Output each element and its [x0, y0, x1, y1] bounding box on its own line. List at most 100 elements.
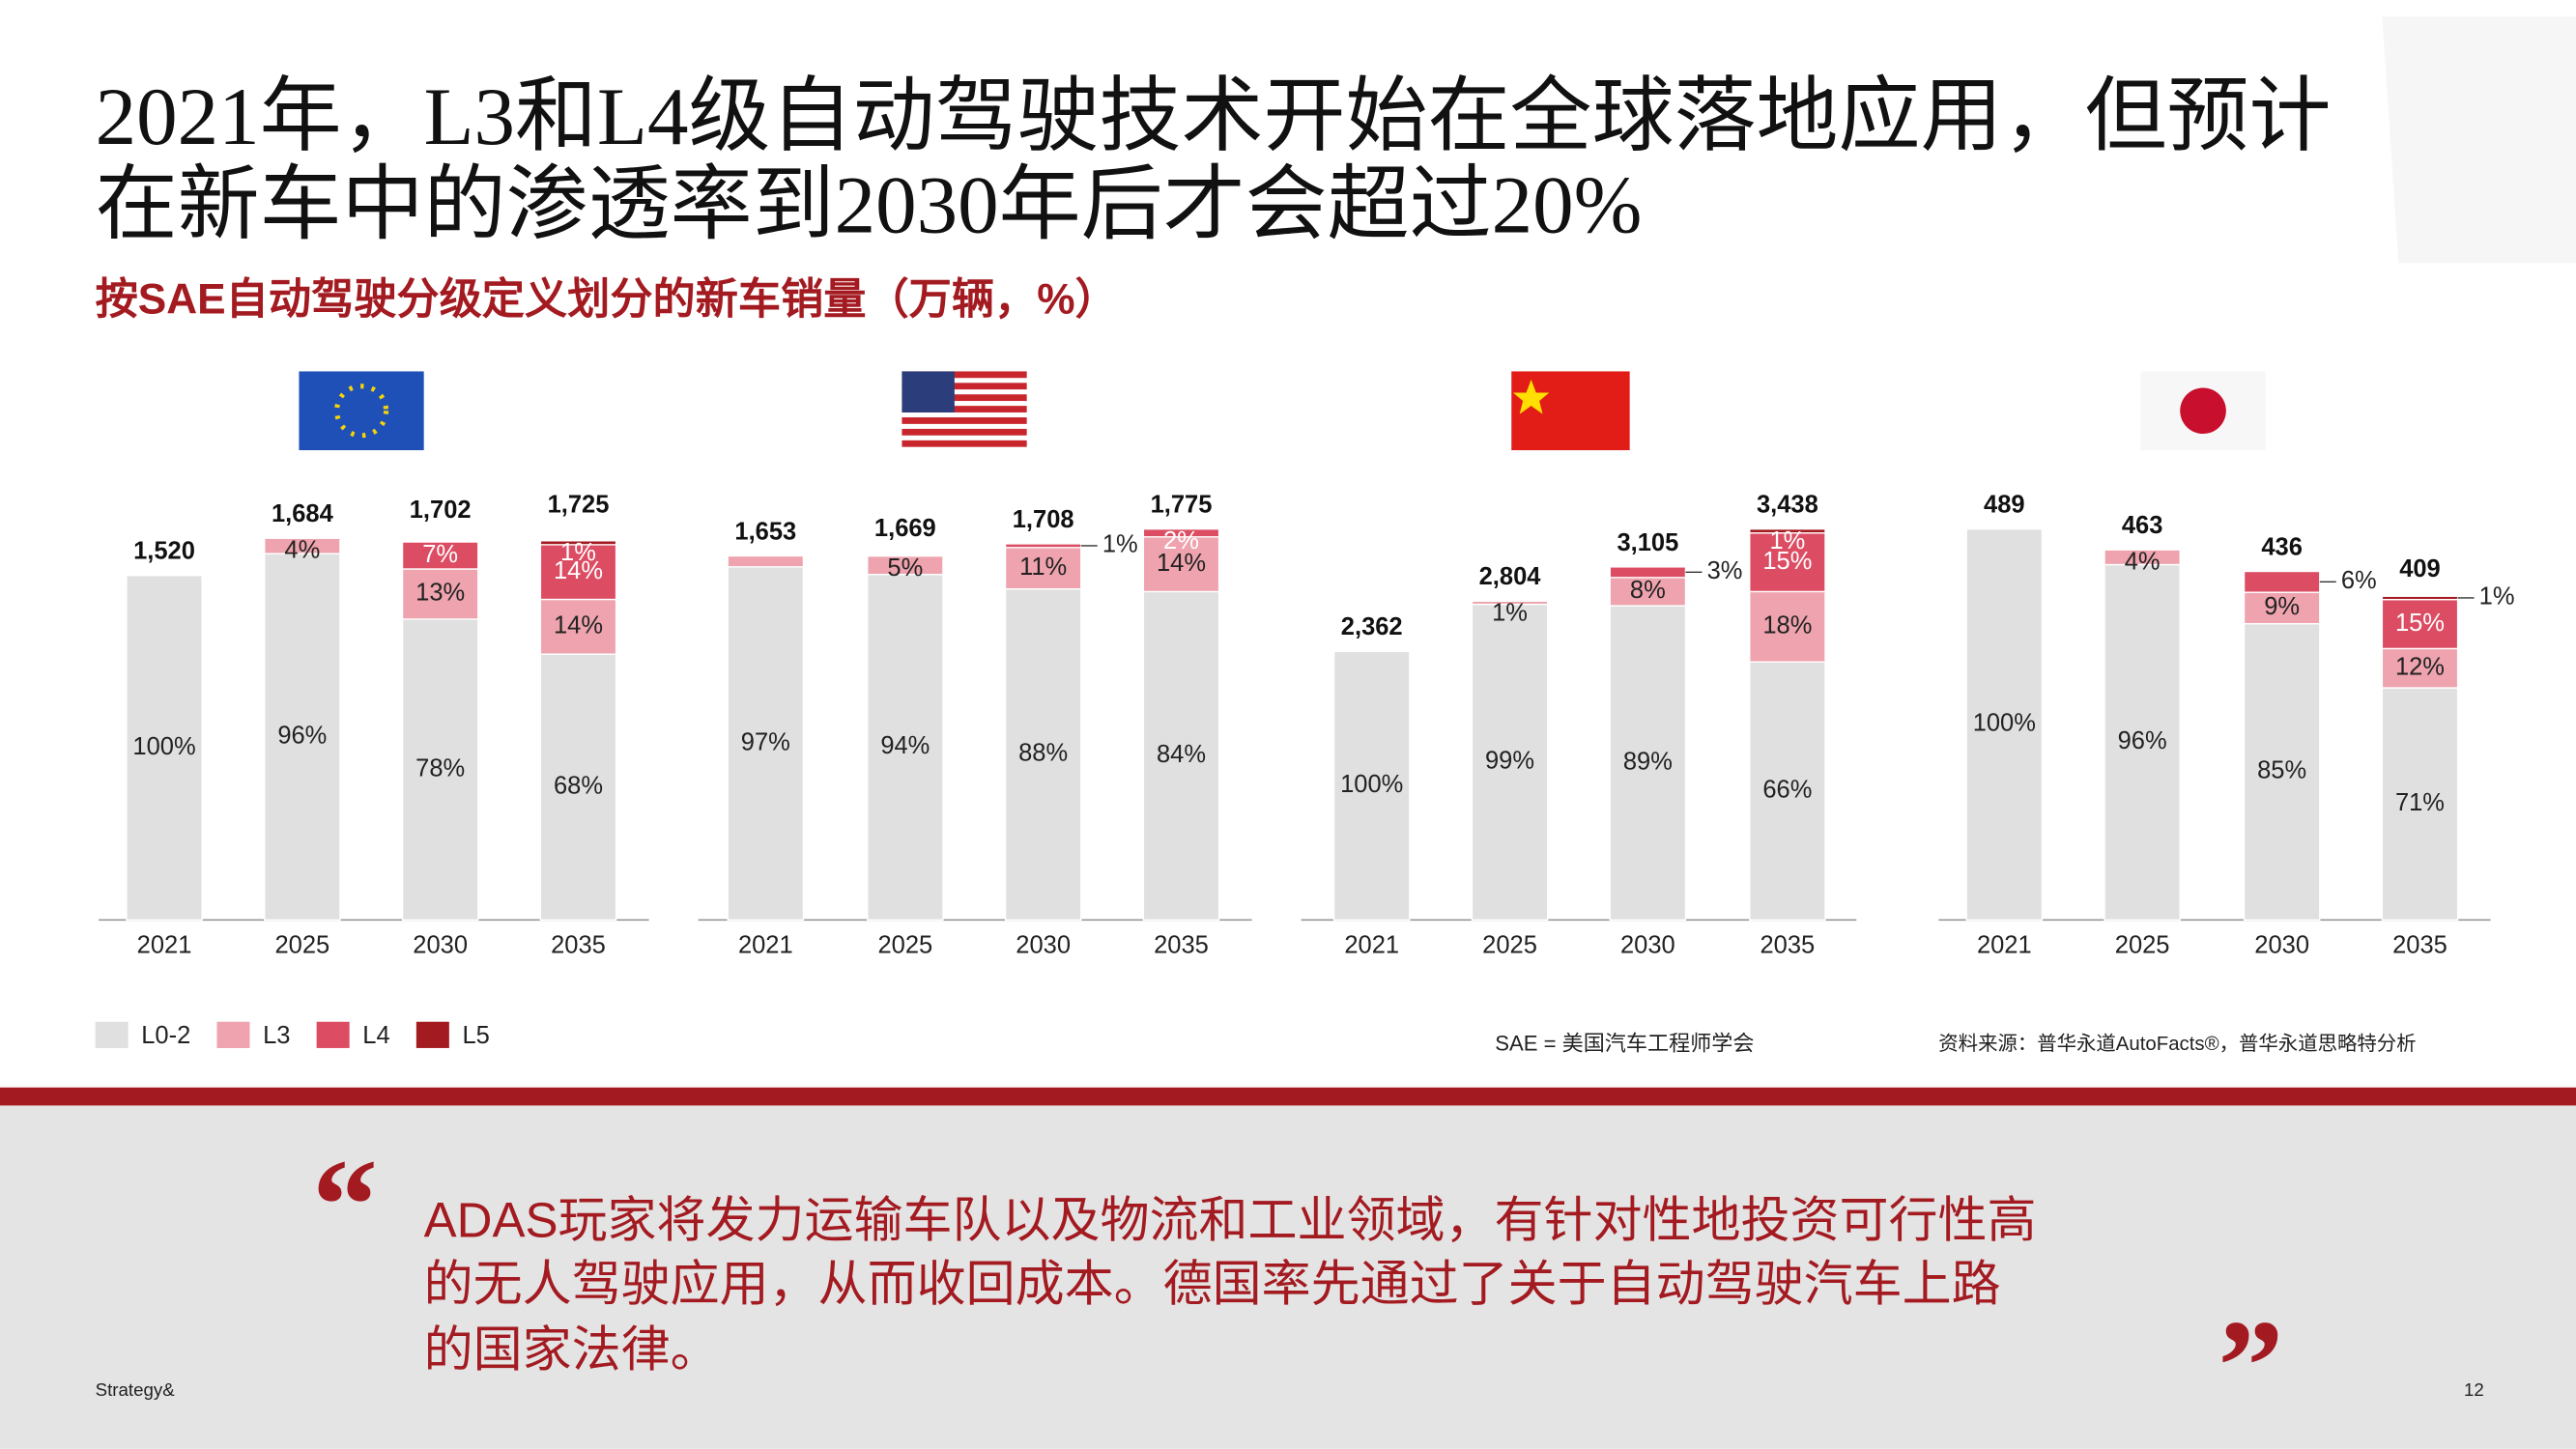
x-tick-label: 2030 [1620, 931, 1675, 958]
segment-label: 18% [1762, 612, 1812, 639]
total-label: 1,725 [548, 492, 610, 519]
bar-segment [1004, 543, 1082, 549]
car-icon [2382, 16, 2576, 264]
segment-label: 100% [132, 733, 195, 760]
bar-segment [2104, 549, 2181, 566]
segment-label: 84% [1157, 741, 1206, 768]
bar-segment [2104, 563, 2181, 922]
segment-label: 9% [2264, 593, 2300, 620]
segment-label: 4% [2125, 549, 2161, 576]
footer: Strategy& [96, 1379, 176, 1400]
x-tick-label: 2030 [2254, 931, 2309, 958]
flag-china [1511, 371, 1630, 451]
segment-label: 96% [277, 722, 327, 749]
source: 资料来源：普华永道AutoFacts®，普华永道思略特分析 [1938, 1033, 2416, 1055]
legend-swatch [316, 1021, 350, 1048]
segment-label: 100% [1340, 771, 1403, 798]
total-label: 1,520 [133, 538, 195, 565]
x-tick-label: 2030 [413, 931, 468, 958]
segment-label: 12% [2395, 653, 2445, 680]
bar-segment [1749, 527, 1826, 534]
x-tick-label: 2025 [274, 931, 329, 958]
bar-segment [1142, 527, 1220, 538]
bar-segment [1471, 600, 1549, 606]
bar-segment [727, 554, 805, 568]
note: SAE = 美国汽车工程师学会 [1495, 1031, 1754, 1055]
bar-segment [1749, 590, 1826, 663]
bar-segment [867, 573, 944, 922]
bar-segment [867, 554, 944, 576]
total-label: 1,669 [874, 515, 936, 542]
segment-label: 14% [1157, 550, 1206, 577]
quote-line: 的国家法律。 [424, 1322, 720, 1378]
total-label: 463 [2122, 512, 2163, 539]
bar-segment [539, 653, 617, 922]
legend-swatch [415, 1021, 449, 1048]
bar-segment [1332, 650, 1411, 922]
bar-segment [1142, 590, 1220, 922]
x-tick-label: 2021 [738, 931, 793, 958]
segment-label: 8% [1630, 577, 1666, 604]
bar-segment [539, 544, 617, 601]
segment-label: 88% [1018, 740, 1068, 767]
bar-segment [539, 540, 617, 546]
quote-line: 的无人驾驶应用，从而收回成本。德国率先通过了关于自动驾驶汽车上路 [424, 1257, 2001, 1312]
bar-segment [401, 618, 479, 922]
bar-segment [1609, 577, 1687, 607]
segment-label: 7% [422, 541, 458, 568]
bar-segment [2243, 570, 2321, 593]
bar-segment [264, 537, 341, 554]
segment-label: 96% [2118, 727, 2167, 754]
segment-label: 66% [1762, 777, 1812, 804]
segment-label: 4% [284, 537, 320, 564]
segment-label: 99% [1485, 748, 1534, 775]
total-label: 1,684 [272, 500, 334, 527]
legend-label: L3 [263, 1022, 290, 1049]
segment-label: 97% [741, 728, 790, 755]
flag-us [902, 371, 1027, 451]
segment-label: 3% [1707, 557, 1743, 584]
bar-segment [1749, 532, 1826, 593]
segment-label: 71% [2395, 789, 2445, 816]
quote-panel [0, 1105, 2576, 1449]
bar-segment [401, 568, 479, 620]
total-label: 409 [2399, 555, 2441, 582]
bar-segment [1609, 605, 1687, 922]
bar-segment [126, 575, 203, 922]
legend-swatch [216, 1021, 250, 1048]
segment-label: 94% [880, 732, 930, 759]
bar-segment [1004, 587, 1082, 922]
x-tick-label: 2030 [1016, 931, 1071, 958]
x-tick-label: 2035 [2392, 931, 2447, 958]
segment-label: 1% [2479, 583, 2515, 611]
segment-label: 14% [554, 557, 603, 584]
title-line: 在新车中的渗透率到2030年后才会超过20% [96, 160, 1643, 251]
legend-swatch [95, 1021, 129, 1048]
bar-segment [2381, 647, 2459, 689]
total-label: 1,702 [410, 497, 472, 524]
x-tick-label: 2025 [1482, 931, 1537, 958]
segment-label: 89% [1623, 748, 1673, 775]
x-tick-label: 2021 [1344, 931, 1399, 958]
quote-mark-close: ” [2218, 1294, 2283, 1439]
total-label: 2,362 [1341, 613, 1403, 640]
total-label: 3,438 [1757, 492, 1818, 519]
bar-segment [2381, 687, 2459, 922]
total-label: 2,804 [1479, 563, 1542, 590]
title-line: 2021年，L3和L4级自动驾驶技术开始在全球落地应用，但预计 [96, 71, 2332, 162]
segment-label: 100% [1973, 710, 2036, 737]
x-tick-label: 2035 [1154, 931, 1209, 958]
segment-label: 15% [2395, 610, 2445, 637]
total-label: 489 [1984, 492, 2025, 519]
bar-segment [401, 541, 479, 570]
segment-label: 2% [1163, 527, 1199, 554]
segment-label: 1% [1102, 531, 1138, 558]
segment-label: 13% [415, 580, 465, 607]
total-label: 436 [2261, 533, 2303, 560]
segment-label: 14% [554, 612, 603, 639]
segment-label: 11% [1019, 554, 1067, 581]
total-label: 1,708 [1013, 506, 1074, 533]
x-tick-label: 2035 [551, 931, 606, 958]
x-tick-label: 2035 [1760, 931, 1816, 958]
segment-label: 1% [1492, 600, 1528, 627]
